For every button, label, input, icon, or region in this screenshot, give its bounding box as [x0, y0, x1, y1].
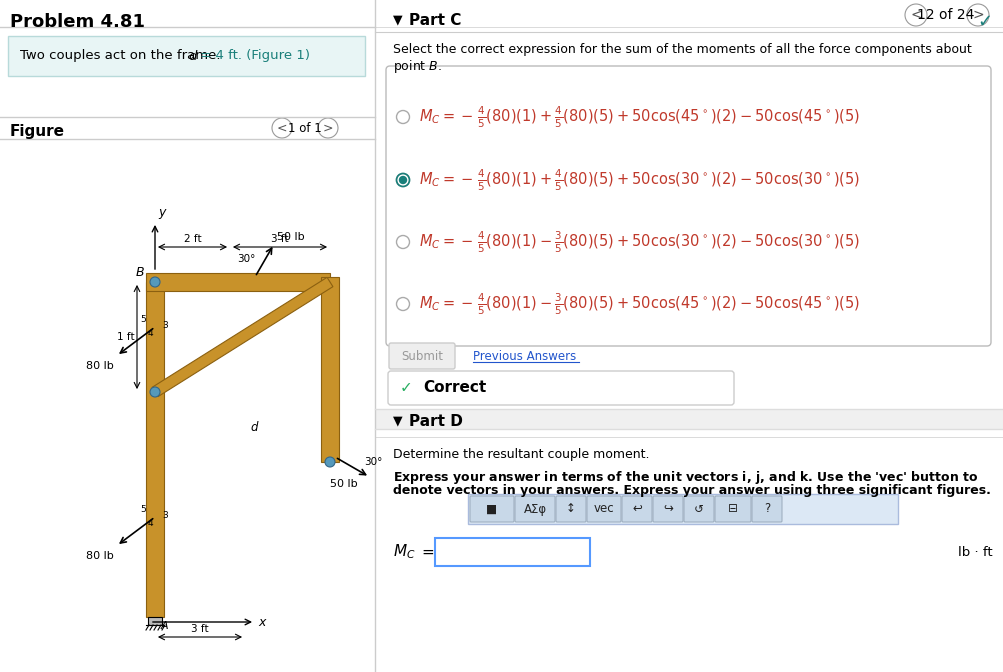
Text: Part D: Part D	[408, 414, 462, 429]
Circle shape	[396, 173, 409, 187]
Text: 2 ft: 2 ft	[184, 234, 202, 244]
Text: $d$: $d$	[250, 420, 259, 434]
Text: 4: 4	[147, 519, 152, 528]
Text: <: <	[277, 122, 287, 134]
Circle shape	[149, 387, 159, 397]
Text: =: =	[420, 544, 433, 560]
FancyBboxPatch shape	[515, 496, 555, 522]
Text: Submit: Submit	[400, 349, 442, 362]
Text: Express your answer in terms of the unit vectors $\mathbf{i}$, $\mathbf{j}$, and: Express your answer in terms of the unit…	[392, 469, 978, 486]
Text: 3 ft: 3 ft	[271, 234, 289, 244]
Text: ↩: ↩	[632, 503, 641, 515]
FancyBboxPatch shape	[467, 494, 897, 524]
Circle shape	[966, 4, 988, 26]
Bar	[375, 409, 1003, 429]
Text: 3: 3	[161, 511, 168, 519]
Text: 30°: 30°	[237, 254, 255, 264]
Text: vec: vec	[593, 503, 614, 515]
Text: y: y	[157, 206, 165, 219]
Text: >: >	[322, 122, 333, 134]
Text: Figure: Figure	[10, 124, 65, 139]
Circle shape	[396, 110, 409, 124]
Text: ⊟: ⊟	[727, 503, 737, 515]
Text: $B$: $B$	[135, 266, 144, 279]
Bar	[321, 277, 339, 462]
Circle shape	[272, 118, 292, 138]
Text: 12 of 24: 12 of 24	[917, 8, 974, 22]
Text: ▼: ▼	[392, 414, 402, 427]
Text: $A$: $A$	[159, 619, 170, 631]
Text: Part C: Part C	[408, 13, 461, 28]
Text: ↺: ↺	[693, 503, 703, 515]
Circle shape	[149, 277, 159, 287]
Text: 30°: 30°	[364, 457, 382, 467]
Text: ■: ■	[485, 503, 497, 515]
Polygon shape	[151, 278, 333, 396]
Text: d: d	[188, 50, 197, 62]
Text: >: >	[971, 8, 983, 22]
Text: x: x	[258, 616, 265, 628]
Text: point $B$.: point $B$.	[392, 58, 441, 75]
Text: <: <	[910, 8, 921, 22]
Text: Two couples act on the frame.: Two couples act on the frame.	[20, 50, 225, 62]
Text: ✓: ✓	[399, 380, 412, 396]
Bar	[145, 273, 330, 291]
Text: ▼: ▼	[392, 13, 402, 26]
FancyBboxPatch shape	[622, 496, 651, 522]
Text: 50 lb: 50 lb	[330, 479, 357, 489]
Text: ✓: ✓	[977, 13, 992, 31]
FancyBboxPatch shape	[556, 496, 586, 522]
FancyBboxPatch shape	[652, 496, 682, 522]
Bar	[145, 282, 163, 617]
Text: $M_C = -\,\frac{4}{5}(80)(1) - \frac{3}{5}(80)(5) + 50\cos(45^\circ)(2) - 50\cos: $M_C = -\,\frac{4}{5}(80)(1) - \frac{3}{…	[418, 292, 860, 317]
Text: 3 ft: 3 ft	[191, 624, 209, 634]
Text: Select the correct expression for the sum of the moments of all the force compon: Select the correct expression for the su…	[392, 43, 971, 56]
Circle shape	[904, 4, 926, 26]
Text: $M_C = -\,\frac{4}{5}(80)(1) + \frac{4}{5}(80)(5) + 50\cos(30^\circ)(2) - 50\cos: $M_C = -\,\frac{4}{5}(80)(1) + \frac{4}{…	[418, 167, 860, 193]
Text: 3: 3	[161, 321, 168, 329]
Text: denote vectors in your answers. Express your answer using three significant figu: denote vectors in your answers. Express …	[392, 484, 990, 497]
Bar	[147, 617, 161, 625]
FancyBboxPatch shape	[387, 371, 733, 405]
Text: lb · ft: lb · ft	[958, 546, 992, 558]
FancyBboxPatch shape	[434, 538, 590, 566]
Circle shape	[396, 235, 409, 249]
Circle shape	[318, 118, 338, 138]
Circle shape	[396, 298, 409, 310]
FancyBboxPatch shape	[714, 496, 750, 522]
Circle shape	[325, 457, 335, 467]
Text: ↕: ↕	[566, 503, 576, 515]
Circle shape	[399, 177, 406, 183]
Text: = 4 ft. (Figure 1): = 4 ft. (Figure 1)	[196, 50, 310, 62]
FancyBboxPatch shape	[751, 496, 781, 522]
Text: $M_C$: $M_C$	[392, 543, 415, 561]
Text: 5: 5	[140, 505, 145, 513]
Text: Correct: Correct	[422, 380, 485, 396]
Text: Determine the resultant couple moment.: Determine the resultant couple moment.	[392, 448, 649, 461]
Text: 1 ft: 1 ft	[117, 332, 134, 342]
Text: $M_C = -\,\frac{4}{5}(80)(1) - \frac{3}{5}(80)(5) + 50\cos(30^\circ)(2) - 50\cos: $M_C = -\,\frac{4}{5}(80)(1) - \frac{3}{…	[418, 229, 860, 255]
Text: 4: 4	[147, 329, 152, 339]
Text: 5: 5	[140, 314, 145, 323]
Text: 50 lb: 50 lb	[277, 232, 304, 242]
Text: $M_C = -\,\frac{4}{5}(80)(1) + \frac{4}{5}(80)(5) + 50\cos(45^\circ)(2) - 50\cos: $M_C = -\,\frac{4}{5}(80)(1) + \frac{4}{…	[418, 104, 860, 130]
FancyBboxPatch shape	[587, 496, 621, 522]
Text: 80 lb: 80 lb	[86, 551, 113, 561]
FancyBboxPatch shape	[683, 496, 713, 522]
Text: 80 lb: 80 lb	[86, 361, 113, 371]
Text: ΑΣφ: ΑΣφ	[523, 503, 546, 515]
FancyBboxPatch shape	[385, 66, 990, 346]
Text: 1 of 1: 1 of 1	[288, 122, 322, 134]
Text: Problem 4.81: Problem 4.81	[10, 13, 144, 31]
FancyBboxPatch shape	[388, 343, 454, 369]
FancyBboxPatch shape	[8, 36, 365, 76]
Text: Previous Answers: Previous Answers	[472, 349, 576, 362]
Text: ?: ?	[763, 503, 769, 515]
Text: ↪: ↪	[662, 503, 672, 515]
FancyBboxPatch shape	[469, 496, 514, 522]
